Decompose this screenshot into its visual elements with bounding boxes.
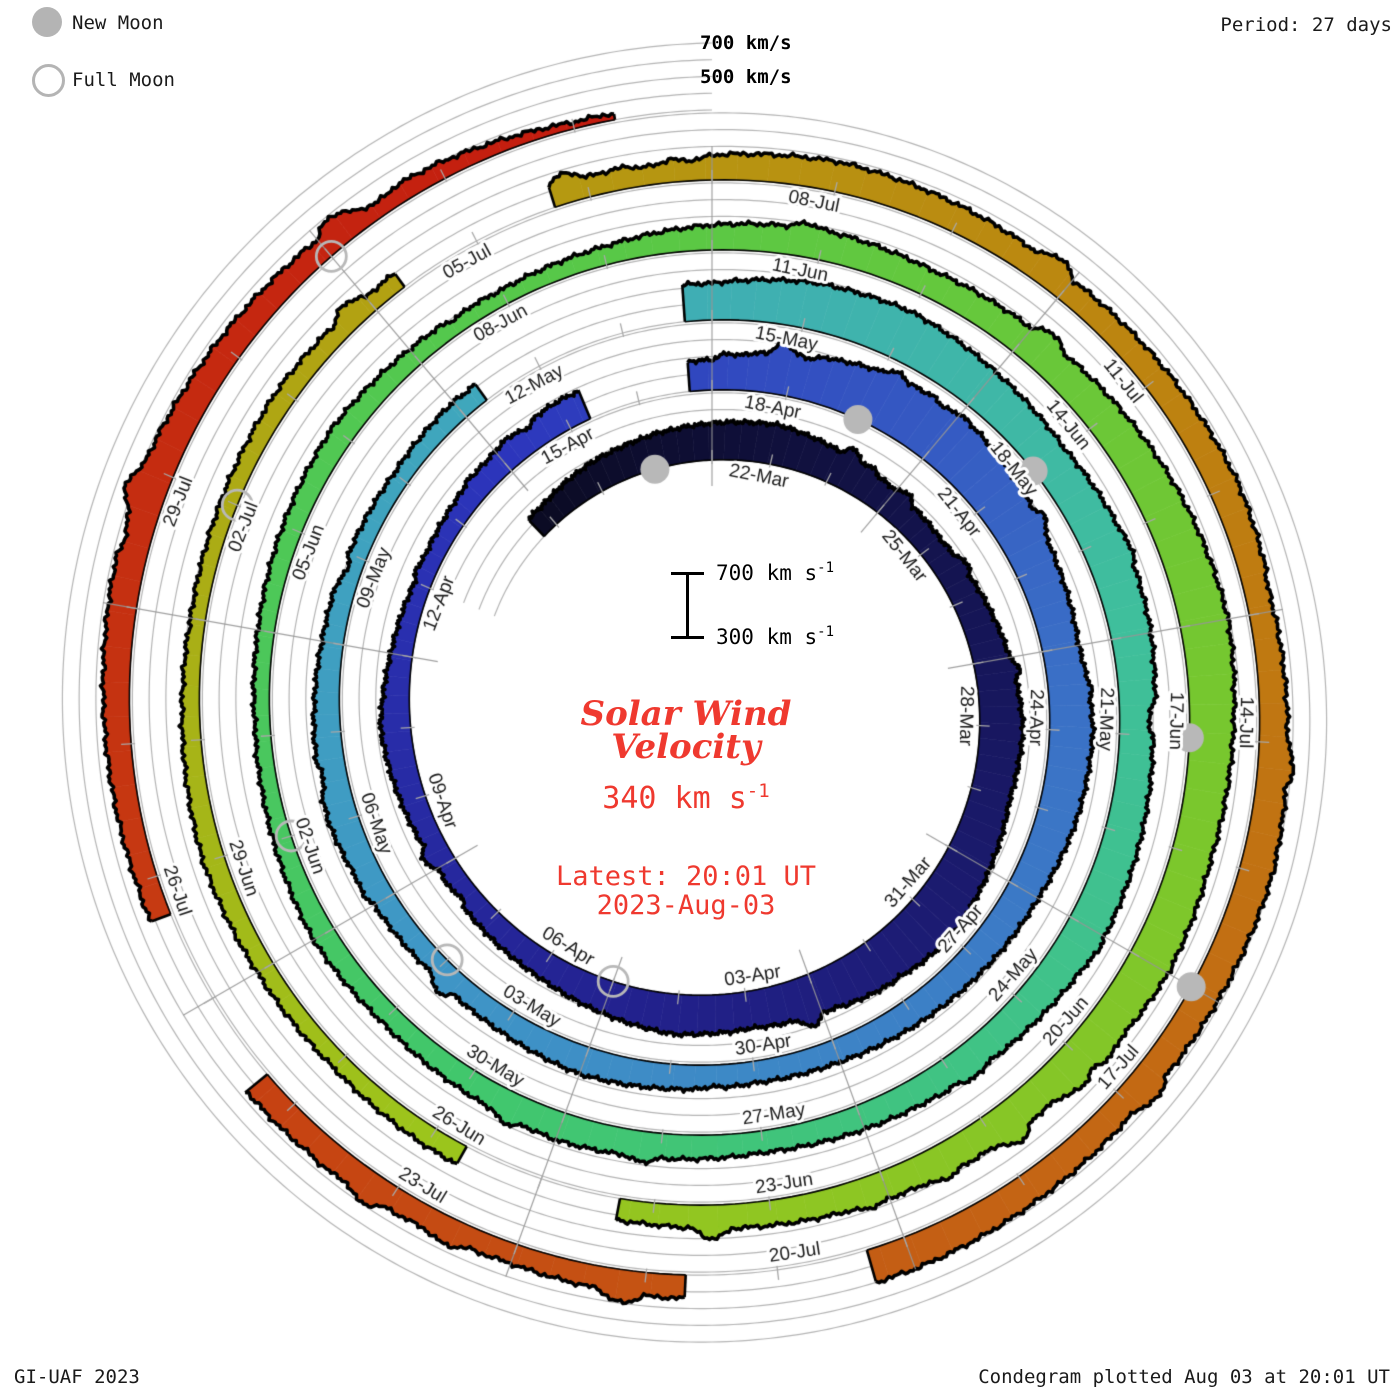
chart-title-line1: Solar Wind bbox=[580, 694, 792, 734]
new-moon-icon bbox=[32, 7, 62, 37]
scale-bar-top-cap bbox=[671, 572, 704, 575]
new-moon-label: New Moon bbox=[72, 12, 164, 34]
scale-bar-bottom-cap bbox=[671, 636, 704, 639]
full-moon-icon bbox=[32, 64, 65, 97]
period-label: Period: 27 days bbox=[1220, 14, 1392, 36]
credit-label: GI-UAF 2023 bbox=[14, 1366, 140, 1388]
full-moon-label: Full Moon bbox=[72, 69, 175, 91]
scale-bar-top-label: 700 km s-1 bbox=[716, 560, 835, 585]
full-moon-swatch-wrap bbox=[32, 64, 65, 97]
latest-time: Latest: 20:01 UT bbox=[555, 861, 817, 892]
scale-bar-bottom-label: 300 km s-1 bbox=[716, 624, 835, 649]
chart-title-line2: Velocity bbox=[611, 727, 761, 767]
plotted-at-label: Condegram plotted Aug 03 at 20:01 UT bbox=[978, 1366, 1390, 1388]
scale-bar-stem bbox=[686, 573, 689, 637]
latest-date: 2023-Aug-03 bbox=[596, 890, 776, 921]
center-annotation: Solar Wind Velocity 340 km s-1 Latest: 2… bbox=[486, 694, 886, 921]
outer-scale-500: 500 km/s bbox=[700, 66, 792, 88]
legend bbox=[32, 7, 62, 37]
current-velocity: 340 km s-1 bbox=[602, 780, 770, 816]
outer-scale-700: 700 km/s bbox=[700, 32, 792, 54]
